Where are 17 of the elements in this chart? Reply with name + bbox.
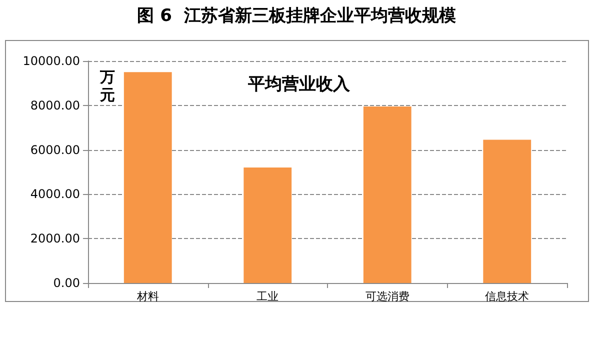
y-tick-label: 2000.00 — [30, 232, 80, 246]
bar — [363, 106, 412, 283]
y-tick-label: 6000.00 — [30, 142, 80, 157]
x-tick-label: 工业 — [256, 290, 279, 303]
bar — [483, 140, 532, 283]
x-tick-label: 材料 — [136, 290, 159, 303]
bar — [244, 168, 292, 283]
y-axis-title: 万元 — [99, 68, 115, 104]
y-tick-label: 0.00 — [53, 276, 80, 290]
y-tick-label: 10000.00 — [22, 54, 80, 68]
chart-title: 图 6 江苏省新三板挂牌企业平均营收规模 — [136, 5, 457, 27]
bar — [124, 72, 172, 283]
text: 平均营业收入 — [247, 74, 351, 94]
y-tick-label: 4000.00 — [30, 187, 80, 202]
x-tick-label: 可选消费 — [365, 290, 410, 303]
y-tick-label: 8000.00 — [30, 98, 80, 112]
x-tick-label: 信息技术 — [485, 290, 530, 303]
